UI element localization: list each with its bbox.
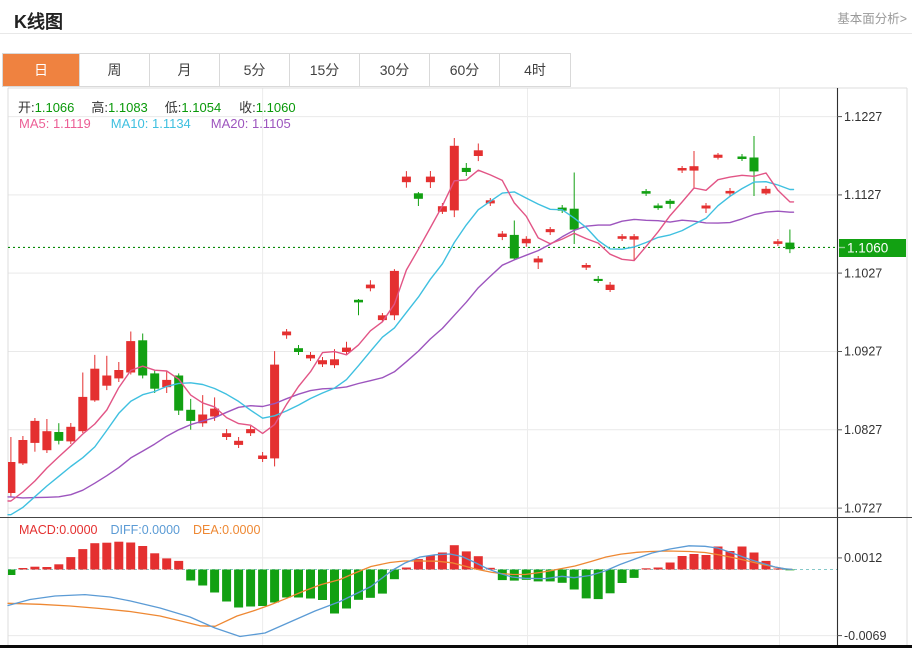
svg-text:1.0727: 1.0727 (844, 501, 882, 515)
svg-text:1.1060: 1.1060 (847, 241, 888, 256)
svg-text:1.0927: 1.0927 (844, 345, 882, 359)
svg-text:1.0827: 1.0827 (844, 423, 882, 437)
svg-text:1.1127: 1.1127 (844, 188, 881, 202)
svg-text:-0.0069: -0.0069 (844, 629, 886, 643)
svg-text:1.1227: 1.1227 (844, 110, 882, 124)
svg-text:1.1027: 1.1027 (844, 266, 882, 280)
svg-text:0.0012: 0.0012 (844, 551, 882, 565)
